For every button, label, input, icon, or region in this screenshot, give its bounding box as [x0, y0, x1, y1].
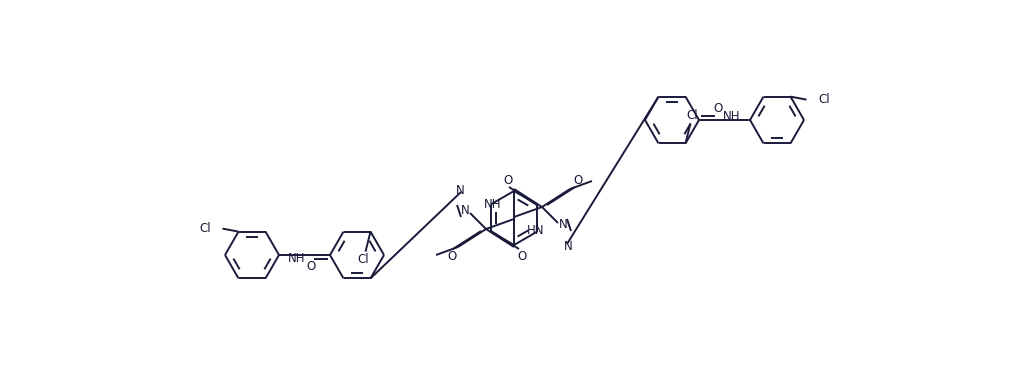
- Text: Cl: Cl: [358, 253, 369, 266]
- Text: NH: NH: [484, 198, 501, 211]
- Text: HN: HN: [527, 225, 544, 237]
- Text: N: N: [456, 183, 464, 196]
- Text: O: O: [307, 261, 316, 273]
- Text: N: N: [461, 204, 469, 218]
- Text: O: O: [518, 249, 527, 262]
- Text: O: O: [573, 174, 582, 186]
- Text: O: O: [448, 249, 457, 262]
- Text: N: N: [564, 240, 572, 252]
- Text: O: O: [713, 102, 722, 114]
- Text: Cl: Cl: [818, 93, 830, 106]
- Text: N: N: [559, 219, 567, 231]
- Text: O: O: [503, 174, 512, 186]
- Text: Cl: Cl: [199, 222, 211, 235]
- Text: NH: NH: [288, 252, 306, 264]
- Text: NH: NH: [723, 111, 741, 123]
- Text: Cl: Cl: [686, 109, 699, 122]
